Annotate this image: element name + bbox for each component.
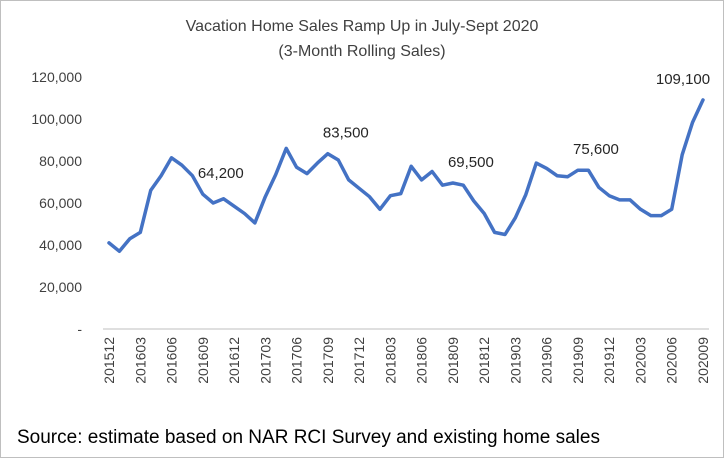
- y-tick-label: 80,000: [39, 153, 82, 169]
- x-tick-label: 201912: [601, 337, 617, 384]
- x-tick-label: 201609: [195, 337, 211, 384]
- y-tick-label: 20,000: [39, 279, 82, 295]
- x-tick-labels: 201512 201603 201606 201609 201612 201703 2017…: [101, 337, 711, 384]
- x-tick-label: 201803: [382, 337, 398, 384]
- data-label: 109,100: [656, 71, 710, 88]
- x-tick-label: 201703: [257, 337, 273, 384]
- x-tick-label: 201706: [289, 337, 305, 384]
- data-label: 64,200: [198, 165, 244, 182]
- data-label: 69,500: [448, 154, 494, 171]
- x-tick-label: 202009: [695, 337, 711, 384]
- x-tick-label: 201709: [320, 337, 336, 384]
- x-tick-label: 201903: [507, 337, 523, 384]
- line-chart: Vacation Home Sales Ramp Up in July-Sept…: [31, 18, 711, 384]
- data-label: 75,600: [573, 141, 619, 158]
- x-tick-label: 201612: [226, 337, 242, 384]
- data-label: 83,500: [323, 125, 369, 142]
- y-tick-label: 60,000: [39, 195, 82, 211]
- x-tick-label: 201806: [414, 337, 430, 384]
- x-tick-label: 202006: [664, 337, 680, 384]
- x-tick-label: 201812: [476, 337, 492, 384]
- y-tick-label: 100,000: [31, 111, 82, 127]
- x-tick-label: 201909: [570, 337, 586, 384]
- chart-title: Vacation Home Sales Ramp Up in July-Sept…: [186, 18, 539, 35]
- chart-subtitle: (3-Month Rolling Sales): [278, 43, 445, 60]
- y-tick-label: 120,000: [31, 69, 82, 85]
- x-tick-label: 201606: [164, 337, 180, 384]
- x-tick-label: 202003: [632, 337, 648, 384]
- x-tick-label: 201712: [351, 337, 367, 384]
- y-tick-label: 40,000: [39, 237, 82, 253]
- x-tick-label: 201603: [132, 337, 148, 384]
- x-tick-label: 201512: [101, 337, 117, 384]
- y-tick-labels: - 20,000 40,000 60,000 80,000 100,000 120,000: [31, 69, 82, 337]
- y-tick-label: -: [77, 321, 82, 337]
- data-annotations: 64,200 83,500 69,500 75,600 109,100: [198, 71, 710, 182]
- x-tick-label: 201809: [445, 337, 461, 384]
- series-line: [107, 98, 705, 254]
- x-tick-label: 201906: [539, 337, 555, 384]
- source-note: Source: estimate based on NAR RCI Survey…: [17, 427, 600, 448]
